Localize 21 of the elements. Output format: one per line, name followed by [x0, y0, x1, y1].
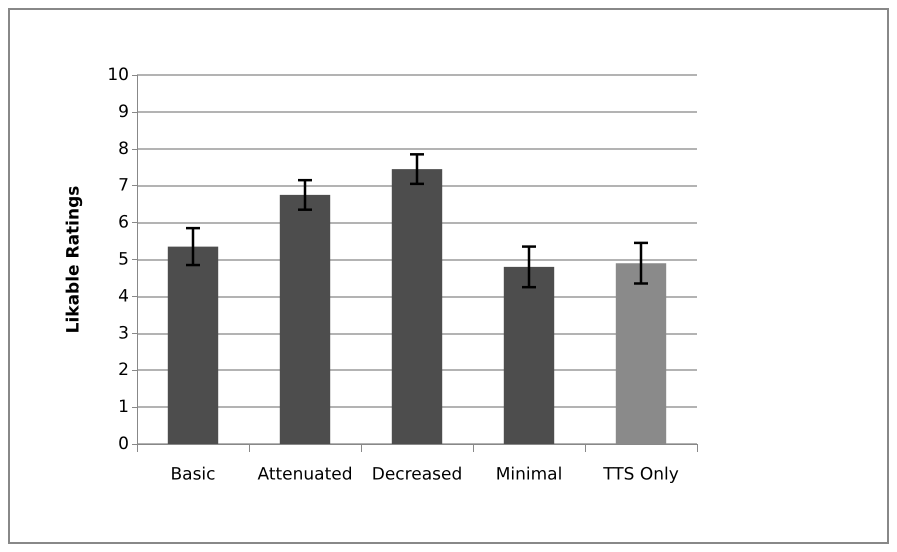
y-tick-label: 10 — [107, 65, 129, 85]
x-tick-label: TTS Only — [602, 464, 679, 484]
y-tick-label: 6 — [118, 212, 129, 233]
y-tick-label: 9 — [118, 102, 129, 122]
y-tick-label: 2 — [118, 360, 129, 380]
bar — [168, 246, 218, 444]
y-tick-label: 3 — [118, 323, 129, 344]
y-tick-label: 7 — [118, 176, 129, 196]
y-tick-label: 8 — [118, 138, 129, 159]
bar — [280, 194, 330, 444]
x-tick-label: Decreased — [372, 464, 462, 484]
x-tick-label: Basic — [170, 464, 216, 484]
bar — [504, 266, 554, 444]
x-tick-label: Attenuated — [257, 464, 353, 484]
x-tick-label: Minimal — [496, 464, 562, 484]
y-axis-title: Likable Ratings — [64, 186, 84, 334]
y-tick-label: 0 — [118, 434, 129, 454]
y-tick-label: 4 — [118, 286, 129, 306]
y-tick-label: 5 — [118, 250, 129, 270]
y-tick-label: 1 — [118, 397, 129, 418]
bar — [392, 169, 442, 444]
